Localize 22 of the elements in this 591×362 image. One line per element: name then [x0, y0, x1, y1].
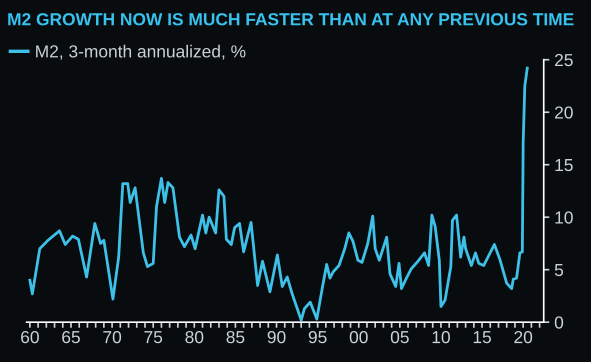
x-tick-label: 20	[514, 330, 532, 344]
x-tick-label: 75	[144, 331, 162, 344]
x-tick-label: 85	[226, 330, 244, 344]
y-tick-label: 5	[554, 264, 564, 276]
y-tick-label: 20	[555, 106, 573, 119]
chart-title: M2 GROWTH NOW IS MUCH FASTER THAN AT ANY PREVIOUS TIME	[8, 13, 574, 26]
x-tick-label: 00	[350, 330, 368, 344]
y-tick-label: 10	[555, 211, 573, 224]
x-tick-label: 65	[62, 330, 80, 344]
x-tick-label: 95	[308, 330, 327, 344]
y-tick-label: 25	[555, 54, 573, 66]
x-tick-label: 60	[21, 330, 39, 344]
x-tick-label: 70	[103, 330, 122, 344]
x-tick-label: 10	[432, 330, 450, 344]
line-series	[28, 66, 529, 322]
x-tick-label: 05	[390, 330, 409, 344]
legend-label: M2, 3-month annualized, %	[36, 44, 246, 60]
x-tick-label: 90	[268, 330, 286, 344]
x-tick-label: 15	[474, 331, 491, 344]
y-tick-label: 0	[554, 316, 564, 329]
y-tick-label: 15	[555, 159, 573, 172]
x-tick-label: 80	[185, 330, 204, 344]
